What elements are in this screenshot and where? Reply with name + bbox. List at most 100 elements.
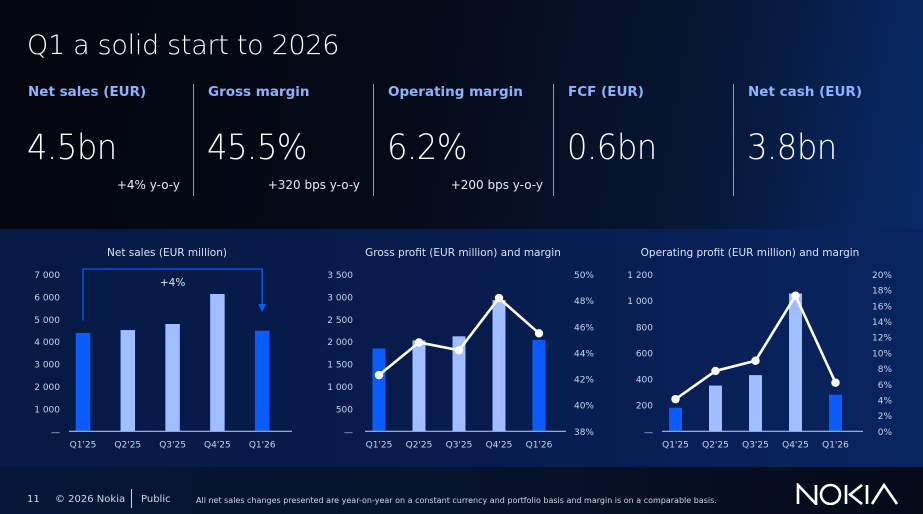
growth-bracket [82, 268, 263, 321]
x-tick-label: Q1'25 [70, 440, 97, 450]
bar-Q325 [165, 324, 180, 432]
kpi-divider [373, 84, 374, 196]
net-sales-chart: Net sales (EUR million) — 1 000 2 000 3 000 4… [34, 247, 292, 450]
y2-tick-label: 38% [574, 428, 594, 438]
kpi-value: 45.5% [207, 128, 307, 168]
x-tick-label: Q4'25 [204, 440, 231, 450]
kpi-divider [553, 84, 554, 196]
kpi-gross-margin: Gross margin 45.5% +320 bps y-o-y [207, 84, 360, 196]
kpi-net-cash: Net cash (EUR) 3.8bn [747, 84, 900, 196]
margin-point-Q125 [671, 394, 680, 404]
x-tick-label: Q1'25 [662, 440, 689, 450]
kpi-operating-margin: Operating margin 6.2% +200 bps y-o-y [387, 84, 543, 196]
footnote: All net sales changes presented are year… [196, 496, 717, 505]
y-tick-label: — [51, 428, 60, 438]
y-tick-label: 1 500 [327, 361, 353, 371]
gross-profit-chart: Gross profit (EUR million) and margin — 50… [327, 247, 594, 450]
y-tick-label: 3 500 [327, 271, 353, 281]
growth-label: +4% [160, 277, 185, 289]
x-tick-label: Q1'26 [526, 440, 553, 450]
kpi-banner [0, 0, 923, 229]
bar-Q126 [829, 394, 842, 432]
x-tick-label: Q2'25 [406, 440, 433, 450]
bar-Q425 [492, 300, 506, 432]
x-tick-label: Q1'26 [822, 440, 849, 450]
x-tick-label: Q2'25 [702, 440, 729, 450]
y-tick-label: 3 000 [327, 293, 353, 303]
bar-Q425 [789, 293, 802, 432]
y2-tick-label: 42% [574, 376, 594, 386]
y-tick-label: 4 000 [34, 338, 60, 348]
kpi-change: +200 bps y-o-y [450, 178, 543, 192]
x-tick-label: Q4'25 [486, 440, 513, 450]
bar-Q425 [210, 293, 225, 432]
kpi-label: Operating margin [388, 84, 523, 100]
nokia-logo [796, 483, 899, 505]
x-tick-label: Q3'25 [159, 440, 186, 450]
y-tick-label: 5 000 [34, 316, 60, 326]
kpi-value: 0.6bn [567, 128, 657, 168]
y2-tick-label: 44% [574, 349, 594, 359]
kpi-net-sales: Net sales (EUR) 4.5bn +4% y-o-y [27, 84, 180, 196]
arrow-down-icon [258, 304, 267, 312]
kpi-change: +320 bps y-o-y [267, 178, 360, 192]
page-title: Q1 a solid start to 2026 [27, 30, 340, 61]
y2-tick-label: 12% [872, 334, 892, 344]
page-number: 11 [27, 494, 40, 505]
chart-title: Gross profit (EUR million) and margin [365, 247, 561, 259]
y-tick-label: 2 500 [327, 316, 353, 326]
y-tick-label: — [344, 428, 353, 438]
margin-point-Q425 [791, 291, 800, 300]
y-tick-label: 200 [636, 402, 653, 412]
kpi-value: 6.2% [387, 128, 467, 168]
bar-Q225 [412, 340, 426, 432]
y2-tick-label: 18% [872, 287, 892, 297]
y2-tick-label: 46% [574, 323, 594, 333]
kpi-label: Net cash (EUR) [748, 84, 862, 100]
x-tick-label: Q1'26 [249, 440, 276, 450]
y-tick-label: 2 000 [34, 383, 60, 393]
y-tick-label: 1 000 [34, 405, 60, 415]
x-tick-label: Q1'25 [366, 440, 393, 450]
x-tick-label: Q4'25 [782, 440, 809, 450]
footer-bar [0, 467, 923, 514]
kpi-fcf: FCF (EUR) 0.6bn [567, 84, 720, 196]
kpi-change: +4% y-o-y [116, 178, 180, 192]
margin-point-Q225 [711, 366, 720, 376]
y2-tick-label: 10% [872, 349, 892, 359]
kpi-value: 3.8bn [747, 128, 837, 168]
margin-point-Q125 [374, 370, 384, 380]
x-tick-label: Q3'25 [446, 440, 473, 450]
bar-Q225 [120, 330, 136, 432]
bar-Q325 [452, 336, 466, 432]
y2-tick-label: 8% [878, 365, 893, 375]
y2-tick-label: 14% [872, 318, 892, 328]
margin-point-Q325 [751, 356, 760, 365]
kpi-value: 4.5bn [27, 128, 117, 168]
margin-point-Q126 [831, 378, 840, 387]
y-tick-label: 800 [636, 323, 653, 333]
y2-tick-label: 50% [574, 271, 594, 281]
y-tick-label: 1 200 [627, 271, 653, 281]
margin-point-Q225 [414, 338, 424, 347]
margin-point-Q425 [494, 293, 504, 303]
bar-Q126 [532, 339, 546, 432]
y-tick-label: 500 [336, 405, 353, 415]
y-tick-label: 3 000 [34, 361, 60, 371]
y2-tick-label: 0% [878, 428, 893, 438]
footer-divider [131, 489, 132, 508]
bar-Q325 [749, 375, 762, 432]
y-tick-label: — [644, 428, 653, 438]
y-tick-label: 600 [636, 349, 653, 359]
y-tick-label: 2 000 [327, 338, 353, 348]
bar-Q126 [254, 330, 270, 432]
kpi-label: Gross margin [208, 84, 310, 100]
bar-Q125 [75, 332, 91, 432]
y2-tick-label: 20% [872, 271, 892, 281]
bar-Q125 [372, 348, 386, 432]
classification-label: Public [141, 494, 171, 505]
y-tick-label: 1 000 [327, 383, 353, 393]
y-tick-label: 7 000 [34, 271, 60, 281]
y-tick-label: 400 [636, 376, 653, 386]
x-tick-label: Q3'25 [742, 440, 769, 450]
